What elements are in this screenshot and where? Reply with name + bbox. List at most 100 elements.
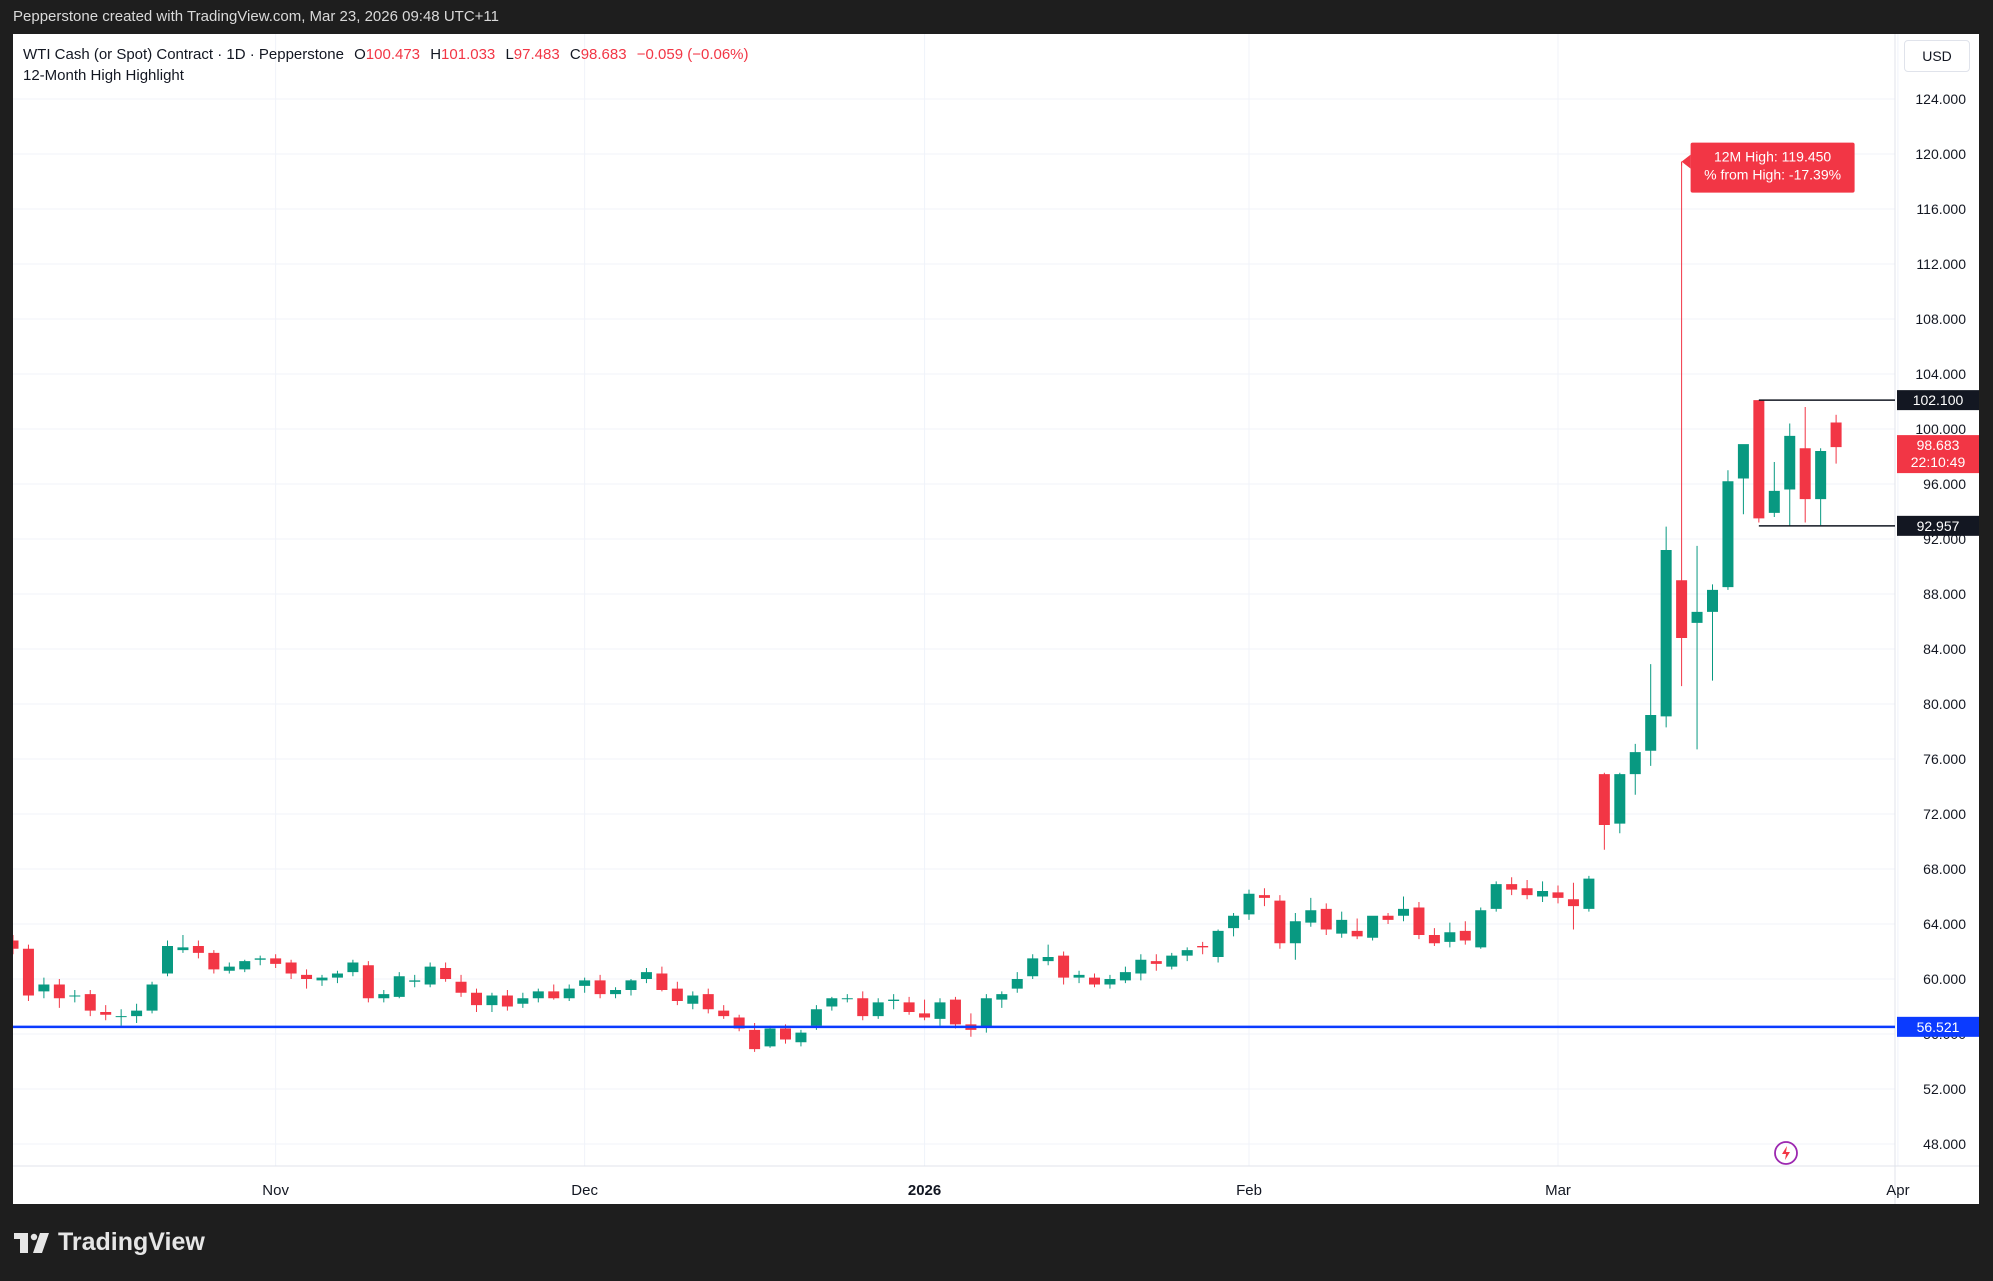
candlestick-chart[interactable]: 48.00052.00056.00060.00064.00068.00072.0…: [13, 34, 1979, 1204]
top-caption: Pepperstone created with TradingView.com…: [13, 8, 499, 25]
candle: [239, 959, 251, 973]
currency-button[interactable]: USD: [1904, 40, 1970, 72]
last-price-label: 98.683: [1917, 437, 1960, 453]
candle-body: [1042, 957, 1054, 962]
candle-body: [1737, 444, 1749, 479]
candle-body: [393, 976, 405, 997]
candle-body: [687, 995, 699, 1004]
candle: [548, 984, 560, 1000]
candle: [1506, 877, 1518, 896]
y-tick-label: 80.000: [1923, 696, 1966, 712]
x-tick-label: Nov: [262, 1182, 289, 1199]
lightning-icon[interactable]: [1773, 1140, 1799, 1166]
candle-body: [177, 947, 189, 951]
y-tick-label: 120.000: [1915, 146, 1966, 162]
candle: [223, 962, 235, 974]
x-tick-label: Feb: [1236, 1182, 1262, 1199]
candle-body: [1058, 955, 1070, 978]
candle-body: [1135, 959, 1147, 974]
candle: [1398, 896, 1409, 922]
candle-body: [671, 988, 683, 1001]
candle: [1830, 414, 1842, 464]
candle-body: [409, 980, 421, 982]
support-price-tag: [1897, 1016, 1979, 1037]
candle-body: [903, 1002, 915, 1012]
legend-high-label: H: [430, 46, 442, 63]
candle: [270, 954, 282, 968]
tradingview-logo[interactable]: TradingView: [14, 1228, 205, 1257]
x-tick-label: Mar: [1545, 1182, 1571, 1199]
candle-body: [594, 980, 606, 995]
y-tick-label: 64.000: [1923, 916, 1966, 932]
candle: [440, 962, 452, 982]
candle: [131, 1003, 143, 1023]
candle: [841, 994, 853, 1003]
legend-change: −0.059 (−0.06%): [636, 46, 749, 63]
candle-body: [1784, 435, 1796, 490]
legend-indicator[interactable]: 12-Month High Highlight: [23, 67, 184, 84]
candle-body: [1197, 946, 1209, 948]
x-tick-label: Dec: [571, 1182, 598, 1199]
candle-body: [1166, 955, 1178, 967]
candle: [594, 974, 606, 999]
candle: [1645, 664, 1657, 766]
candle: [1490, 881, 1502, 912]
candle-body: [640, 972, 652, 979]
candle-body: [780, 1028, 791, 1040]
candle: [1150, 954, 1162, 971]
candle: [1799, 407, 1811, 523]
chart-frame[interactable]: 48.00052.00056.00060.00064.00068.00072.0…: [13, 34, 1979, 1204]
candle: [100, 1005, 112, 1021]
y-tick-label: 96.000: [1923, 476, 1966, 492]
candle-body: [1506, 884, 1518, 890]
candle-body: [1707, 589, 1718, 612]
candle-body: [702, 994, 714, 1010]
candle-body: [331, 973, 343, 978]
y-tick-label: 76.000: [1923, 751, 1966, 767]
candle: [1537, 881, 1549, 902]
legend-low-value: 97.483: [513, 46, 560, 63]
countdown-label: 22:10:49: [1911, 454, 1966, 470]
candle-body: [1274, 900, 1286, 944]
candle-body: [1243, 893, 1255, 915]
candle-body: [1552, 892, 1564, 898]
legend-symbol[interactable]: WTI Cash (or Spot) Contract · 1D · Peppe…: [23, 46, 344, 63]
candle-body: [1212, 930, 1224, 957]
candle-body: [532, 991, 544, 999]
candle: [1444, 922, 1456, 948]
candle: [84, 990, 96, 1017]
candle-body: [1104, 979, 1116, 985]
candle: [1027, 954, 1039, 979]
candle: [1475, 907, 1487, 949]
y-tick-label: 100.000: [1915, 421, 1966, 437]
candle: [1073, 970, 1085, 984]
candle-body: [826, 998, 838, 1007]
candle-body: [1676, 580, 1688, 638]
annotation-text: % from High: -17.39%: [1704, 167, 1841, 183]
legend-close-label: C: [569, 46, 581, 63]
candle: [1413, 902, 1425, 940]
y-tick-label: 124.000: [1915, 91, 1966, 107]
y-tick-label: 84.000: [1923, 641, 1966, 657]
plot-background: [13, 34, 1979, 1204]
candle-body: [1753, 400, 1765, 519]
candle: [1351, 918, 1363, 940]
candle: [1243, 889, 1255, 920]
candle: [1784, 423, 1796, 526]
candle-body: [347, 962, 359, 973]
candle-body: [1073, 974, 1085, 978]
candle: [1614, 772, 1626, 834]
candle: [1815, 448, 1827, 526]
y-tick-label: 88.000: [1923, 586, 1966, 602]
candle: [69, 990, 81, 1003]
candle-body: [749, 1029, 761, 1050]
candle-body: [254, 958, 266, 960]
candle-body: [563, 988, 575, 999]
candle: [1305, 897, 1317, 927]
legend-low-label: L: [505, 46, 514, 63]
candle-body: [1815, 451, 1827, 500]
candle-body: [1027, 958, 1039, 977]
candle: [625, 979, 637, 996]
candle: [1707, 584, 1718, 681]
y-tick-label: 48.000: [1923, 1136, 1966, 1152]
